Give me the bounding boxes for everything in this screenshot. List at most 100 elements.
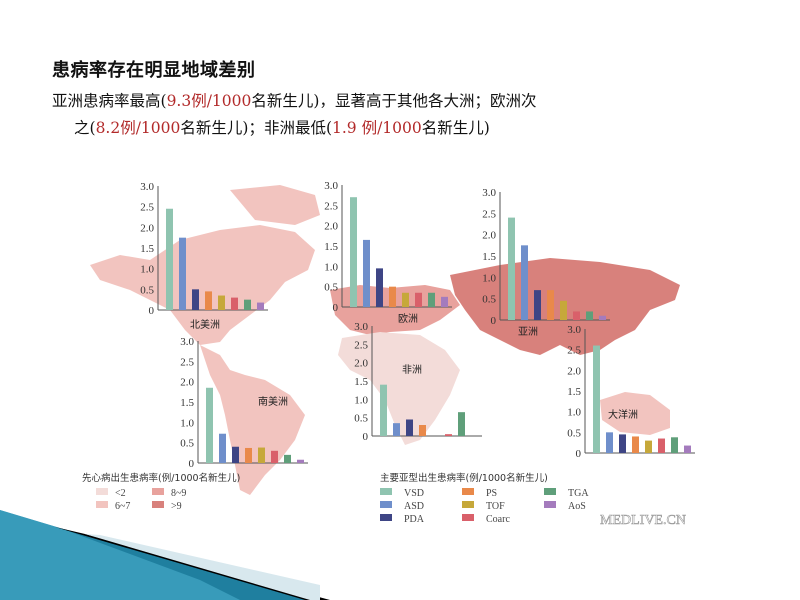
y-tick-label: 0.5 — [354, 413, 368, 425]
bar-panel: 0 0.5 1.0 1.5 2.0 2.5 3.0 非洲 — [354, 321, 482, 443]
bar-vsd — [206, 387, 213, 463]
subtype-legend-label: TGA — [568, 488, 589, 499]
subtype-legend-label: VSD — [404, 488, 424, 499]
paragraph-line-1: 亚洲患病率最高(9.3例/1000名新生儿)，显著高于其他各大洲；欧洲次 — [52, 88, 772, 115]
y-tick-label: 2.0 — [324, 221, 338, 233]
slide-title: 患病率存在明显地域差别 — [52, 60, 256, 81]
paragraph-segment: 8.2例/1000 — [95, 119, 181, 137]
y-tick-label: 0.5 — [324, 282, 338, 294]
bar-pda — [232, 446, 239, 463]
paragraph-segment: 名新生儿) — [421, 119, 490, 137]
paragraph-segment: 之( — [74, 119, 96, 137]
bar-tga — [671, 437, 678, 453]
bar-asd — [606, 432, 613, 453]
bar-asd — [521, 245, 528, 320]
continent-label: 大洋洲 — [608, 408, 638, 421]
subtype-legend-label: AoS — [568, 501, 586, 512]
y-tick-label: 2.5 — [567, 345, 581, 357]
bar-vsd — [380, 384, 387, 436]
bar-tga — [458, 412, 465, 436]
bar-coarc — [231, 297, 238, 310]
bar-asd — [393, 423, 400, 436]
bar-pda — [376, 268, 383, 307]
y-tick-label: 1.0 — [482, 272, 496, 284]
y-tick-label: 2.5 — [482, 208, 496, 220]
subtype-legend: 主要亚型出生患病率(例/1000名新生儿) VSD PS TGA ASD TOF AoS PD… — [380, 472, 589, 525]
y-tick-label: 0 — [149, 305, 155, 317]
map-legend-swatch — [96, 501, 108, 508]
bar-asd — [219, 433, 226, 463]
bar-ps — [245, 447, 252, 463]
y-tick-label: 2.0 — [482, 230, 496, 242]
bar-asd — [363, 239, 370, 307]
bar-aos — [684, 445, 691, 453]
slide-corner-decoration — [0, 510, 330, 600]
bar-vsd — [508, 217, 515, 320]
y-tick-label: 1.5 — [140, 243, 154, 255]
map-legend-title: 先心病出生患病率(例/1000名新生儿) — [82, 472, 240, 484]
subtype-legend-title: 主要亚型出生患病率(例/1000名新生儿) — [380, 472, 548, 484]
y-tick-label: 3.0 — [354, 321, 368, 333]
subtype-legend-label: TOF — [486, 501, 505, 512]
paragraph-segment: 亚洲患病率最高( — [52, 92, 167, 110]
map-africa — [338, 332, 460, 445]
y-tick-label: 1.0 — [140, 264, 154, 276]
map-legend-swatch — [96, 488, 108, 495]
map-europe — [330, 285, 460, 335]
bar-coarc — [415, 292, 422, 307]
y-tick-label: 0.5 — [482, 294, 496, 306]
y-tick-label: 0 — [491, 315, 497, 327]
subtype-legend-swatch — [544, 501, 556, 508]
subtype-legend-swatch — [380, 501, 392, 508]
bar-aos — [441, 296, 448, 307]
bar-panel: 0 0.5 1.0 1.5 2.0 2.5 3.0 南美洲 — [180, 336, 308, 470]
y-tick-label: 3.0 — [567, 324, 581, 336]
y-tick-label: 1.5 — [354, 376, 368, 388]
map-legend: 先心病出生患病率(例/1000名新生儿) <2 8~9 6~7 >9 — [82, 472, 240, 512]
y-tick-label: 2.0 — [354, 358, 368, 370]
y-tick-label: 1.5 — [482, 251, 496, 263]
bar-ps — [632, 436, 639, 453]
continent-label: 北美洲 — [190, 318, 220, 331]
world-map — [90, 185, 680, 495]
y-tick-label: 2.5 — [180, 356, 194, 368]
paragraph-segment: 名新生儿)，显著高于其他各大洲；欧洲次 — [251, 92, 537, 110]
bar-ps — [547, 290, 554, 320]
bar-tga — [284, 454, 291, 463]
bar-tof — [560, 300, 567, 320]
bar-aos — [297, 459, 304, 463]
y-tick-label: 0 — [333, 302, 339, 314]
subtype-legend-label: ASD — [404, 501, 424, 512]
bar-pda — [619, 434, 626, 453]
y-tick-label: 0 — [363, 431, 369, 443]
bar-coarc — [573, 311, 580, 320]
y-tick-label: 2.0 — [180, 377, 194, 389]
bar-panel: 0 0.5 1.0 1.5 2.0 2.5 3.0 亚洲 — [482, 187, 610, 338]
subtype-legend-swatch — [462, 501, 474, 508]
bar-coarc — [445, 434, 452, 436]
y-tick-label: 3.0 — [140, 181, 154, 193]
y-tick-label: 2.5 — [140, 202, 154, 214]
bar-ps — [389, 286, 396, 307]
y-tick-label: 0.5 — [567, 427, 581, 439]
continent-label: 亚洲 — [518, 326, 538, 338]
subtype-legend-swatch — [462, 488, 474, 495]
y-tick-label: 1.5 — [324, 241, 338, 253]
bar-coarc — [271, 450, 278, 463]
bar-tof — [218, 295, 225, 310]
y-tick-label: 1.5 — [180, 397, 194, 409]
bar-asd — [179, 237, 186, 310]
bar-aos — [257, 302, 264, 310]
y-tick-label: 1.5 — [567, 386, 581, 398]
subtype-legend-swatch — [380, 488, 392, 495]
paragraph-segment: 9.3例/1000 — [166, 92, 252, 110]
map-legend-swatch — [152, 501, 164, 508]
y-tick-label: 2.5 — [324, 200, 338, 212]
map-legend-label: 8~9 — [171, 488, 186, 499]
watermark: MEDLIVE.CN — [600, 513, 686, 528]
bar-tof — [258, 447, 265, 463]
slide-paragraph: 亚洲患病率最高(9.3例/1000名新生儿)，显著高于其他各大洲；欧洲次 之(8… — [52, 88, 772, 142]
map-north-america — [90, 225, 315, 345]
y-tick-label: 1.0 — [567, 407, 581, 419]
world-chd-prevalence-figure: 0 0.5 1.0 1.5 2.0 2.5 3.0 北美洲 0 0.5 1.0 1.5 2.0 2.5 3.… — [80, 170, 710, 540]
